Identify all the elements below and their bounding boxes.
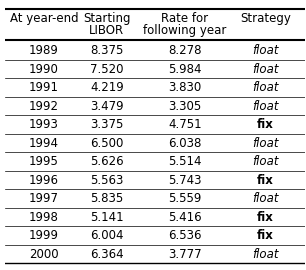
Text: Rate for: Rate for xyxy=(161,12,208,25)
Text: 6.038: 6.038 xyxy=(168,137,201,150)
Text: fix: fix xyxy=(257,174,274,187)
Text: float: float xyxy=(252,192,279,205)
Text: 1996: 1996 xyxy=(29,174,59,187)
Text: 8.278: 8.278 xyxy=(168,44,201,57)
Text: following year: following year xyxy=(143,24,226,37)
Text: float: float xyxy=(252,44,279,57)
Text: 5.835: 5.835 xyxy=(90,192,123,205)
Text: 6.500: 6.500 xyxy=(90,137,123,150)
Text: 3.830: 3.830 xyxy=(168,81,201,94)
Text: 1989: 1989 xyxy=(29,44,59,57)
Text: fix: fix xyxy=(257,118,274,131)
Text: 6.004: 6.004 xyxy=(90,229,124,242)
Text: 5.416: 5.416 xyxy=(168,211,202,224)
Text: float: float xyxy=(252,248,279,261)
Text: 1997: 1997 xyxy=(29,192,59,205)
Text: 8.375: 8.375 xyxy=(90,44,123,57)
Text: 2000: 2000 xyxy=(29,248,59,261)
Text: 3.777: 3.777 xyxy=(168,248,202,261)
Text: 5.559: 5.559 xyxy=(168,192,201,205)
Text: 1993: 1993 xyxy=(29,118,59,131)
Text: float: float xyxy=(252,81,279,94)
Text: 1998: 1998 xyxy=(29,211,59,224)
Text: fix: fix xyxy=(257,211,274,224)
Text: 1992: 1992 xyxy=(29,100,59,113)
Text: 3.305: 3.305 xyxy=(168,100,201,113)
Text: 5.984: 5.984 xyxy=(168,63,201,76)
Text: 1991: 1991 xyxy=(29,81,59,94)
Text: float: float xyxy=(252,155,279,168)
Text: 1990: 1990 xyxy=(29,63,59,76)
Text: 5.514: 5.514 xyxy=(168,155,201,168)
Text: At year-end: At year-end xyxy=(9,12,78,25)
Text: float: float xyxy=(252,137,279,150)
Text: 5.626: 5.626 xyxy=(90,155,124,168)
Text: 1995: 1995 xyxy=(29,155,59,168)
Text: float: float xyxy=(252,63,279,76)
Text: 4.751: 4.751 xyxy=(168,118,202,131)
Text: 6.364: 6.364 xyxy=(90,248,124,261)
Text: 6.536: 6.536 xyxy=(168,229,201,242)
Text: float: float xyxy=(252,100,279,113)
Text: 7.520: 7.520 xyxy=(90,63,124,76)
Text: 4.219: 4.219 xyxy=(90,81,124,94)
Text: 1999: 1999 xyxy=(29,229,59,242)
Text: fix: fix xyxy=(257,229,274,242)
Text: LIBOR: LIBOR xyxy=(89,24,124,37)
Text: 3.479: 3.479 xyxy=(90,100,124,113)
Text: 5.563: 5.563 xyxy=(90,174,123,187)
Text: 5.141: 5.141 xyxy=(90,211,124,224)
Text: 3.375: 3.375 xyxy=(90,118,123,131)
Text: Starting: Starting xyxy=(83,12,131,25)
Text: 5.743: 5.743 xyxy=(168,174,201,187)
Text: Strategy: Strategy xyxy=(240,12,291,25)
Text: 1994: 1994 xyxy=(29,137,59,150)
